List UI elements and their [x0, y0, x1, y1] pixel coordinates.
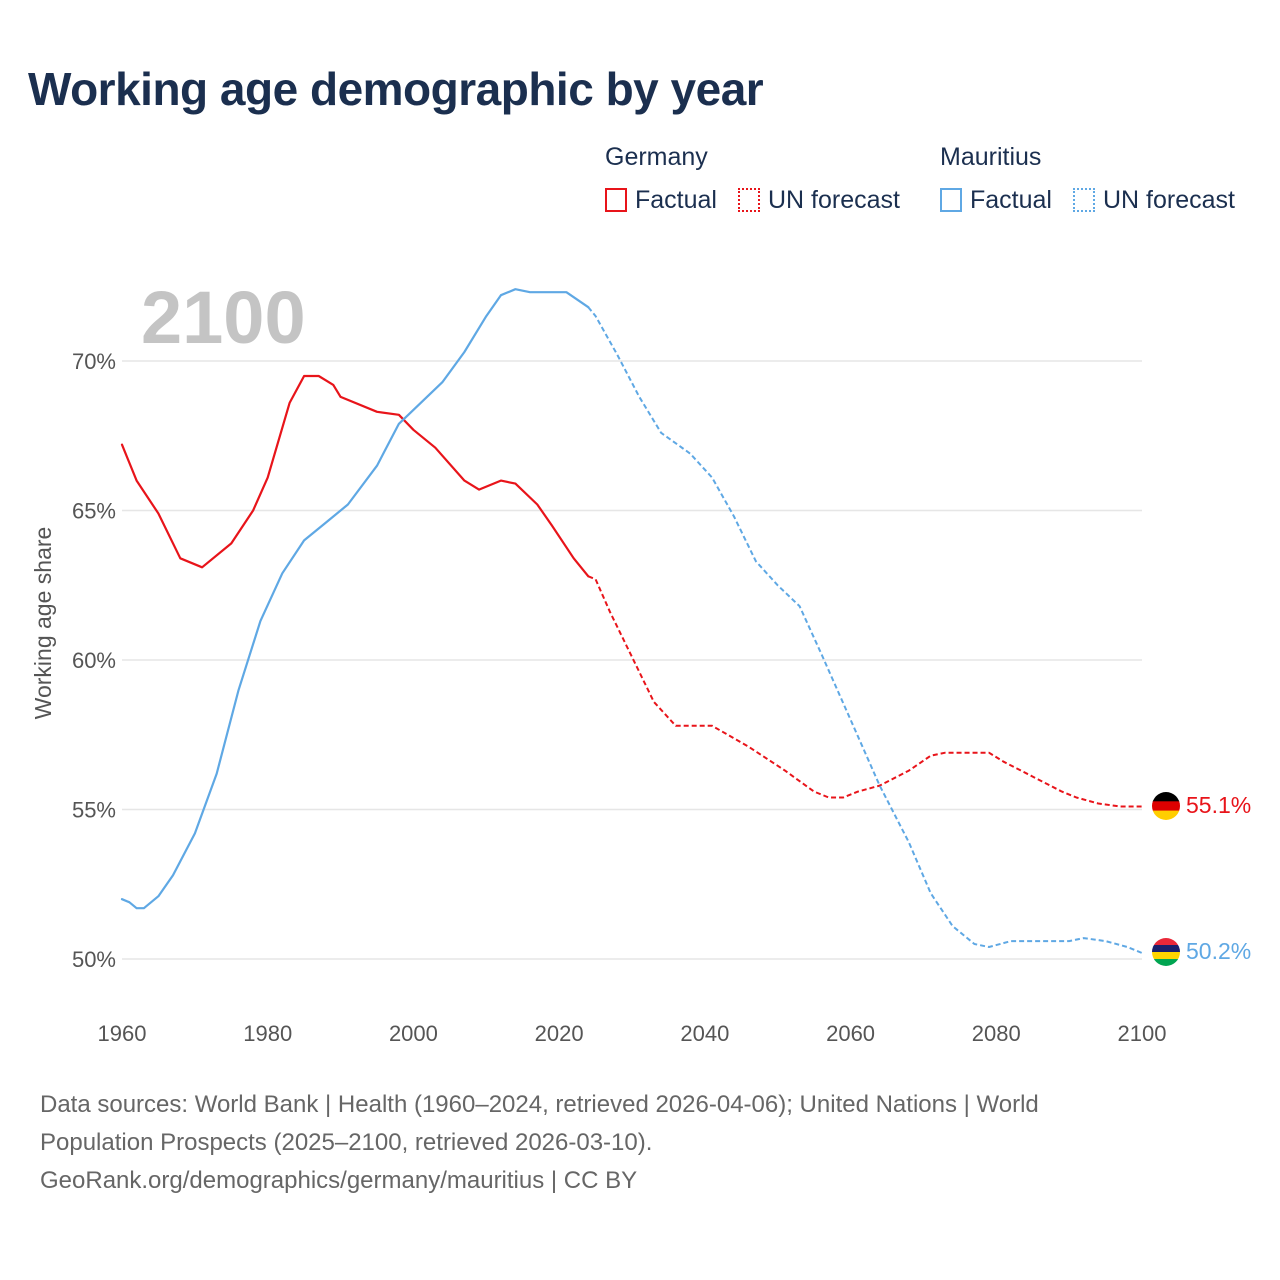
x-tick-label: 1960	[98, 1021, 147, 1046]
x-tick-label: 2000	[389, 1021, 438, 1046]
x-tick-label: 1980	[243, 1021, 292, 1046]
legend-swatch-solid-icon	[940, 188, 962, 212]
series-lines	[120, 288, 1143, 954]
legend-swatch-dotted-icon	[738, 188, 760, 212]
year-label: 2100	[141, 276, 306, 359]
legend-mauritius-factual[interactable]: Factual	[940, 184, 1052, 216]
gridlines	[122, 360, 1142, 960]
mauritius-forecast-line	[587, 306, 1143, 954]
legend-mauritius-forecast[interactable]: UN forecast	[1073, 184, 1235, 216]
y-axis-title: Working age share	[30, 527, 56, 720]
footer-line: GeoRank.org/demographics/germany/mauriti…	[40, 1167, 638, 1194]
legend-label: UN forecast	[768, 185, 900, 214]
mauritius-factual-line	[120, 288, 590, 910]
footer-sources: Data sources: World Bank | Health (1960–…	[40, 1086, 1220, 1200]
legend-label: UN forecast	[1103, 185, 1235, 214]
x-tick-label: 2060	[826, 1021, 875, 1046]
x-tick-label: 2020	[535, 1021, 584, 1046]
germany-forecast-line	[587, 575, 1142, 808]
legend-swatch-dotted-icon	[1073, 188, 1095, 212]
legend-label: Factual	[970, 185, 1052, 214]
footer-line: Population Prospects (2025–2100, retriev…	[40, 1129, 653, 1156]
y-tick-label: 60%	[72, 648, 116, 673]
x-tick-label: 2080	[972, 1021, 1021, 1046]
x-axis: 1960 1980 2000 2020 2040 2060 2080 2100	[98, 1021, 1167, 1046]
y-axis: 50% 55% 60% 65% 70%	[72, 349, 116, 972]
legend-germany-header: Germany	[605, 143, 708, 171]
legend-swatch-solid-icon	[605, 188, 627, 212]
germany-factual-line	[120, 374, 590, 578]
x-tick-label: 2100	[1118, 1021, 1167, 1046]
legend-label: Factual	[635, 185, 717, 214]
y-tick-label: 50%	[72, 947, 116, 972]
y-tick-label: 65%	[72, 499, 116, 524]
mauritius-flag-icon	[1152, 938, 1180, 966]
chart-title: Working age demographic by year	[28, 63, 764, 115]
y-tick-label: 70%	[72, 349, 116, 374]
germany-end-value: 55.1%	[1186, 792, 1251, 818]
line-chart: 50% 55% 60% 65% 70% 1960 1980 2000 2020 2040 2060…	[30, 276, 1251, 1046]
x-tick-label: 2040	[680, 1021, 729, 1046]
legend-germany-forecast[interactable]: UN forecast	[738, 184, 900, 216]
germany-flag-icon	[1152, 792, 1180, 820]
mauritius-end-value: 50.2%	[1186, 938, 1251, 964]
footer-line: Data sources: World Bank | Health (1960–…	[40, 1091, 1039, 1118]
legend-germany-factual[interactable]: Factual	[605, 184, 717, 216]
y-tick-label: 55%	[72, 798, 116, 823]
legend-mauritius-header: Mauritius	[940, 143, 1042, 171]
